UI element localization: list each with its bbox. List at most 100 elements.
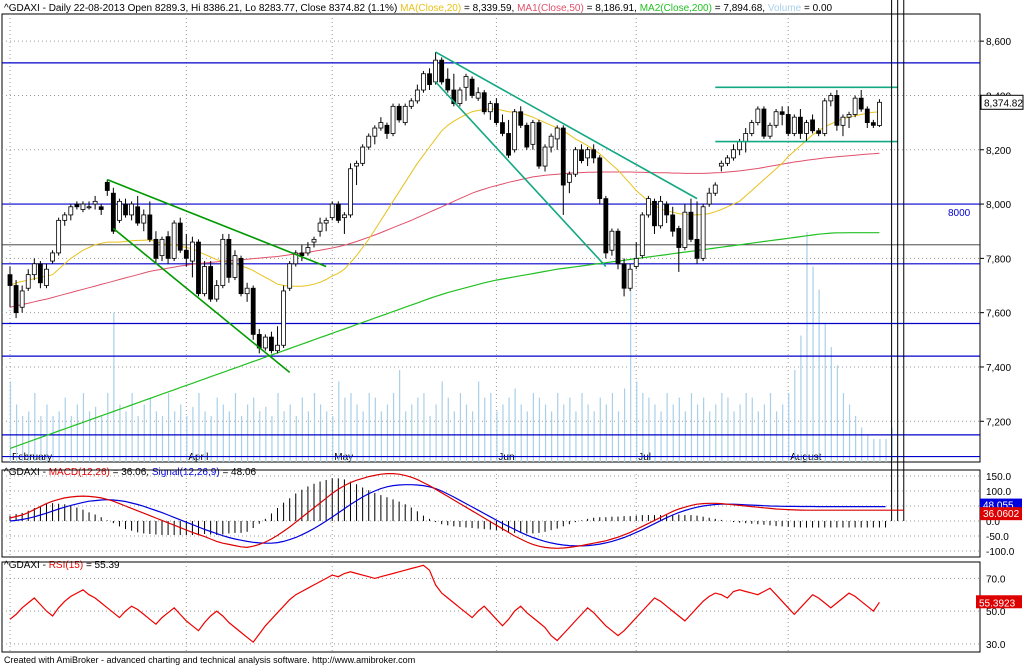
candle-body	[390, 105, 396, 134]
candle-body	[548, 135, 554, 148]
candle-body	[481, 92, 487, 113]
candle-body	[31, 263, 37, 276]
rsi-value: = 55.39	[86, 560, 120, 571]
macd-tick-label: -50.0	[986, 532, 1009, 543]
candle-body	[378, 122, 384, 129]
candle-body	[877, 101, 882, 126]
candle-body	[512, 111, 518, 151]
candle-body	[7, 274, 13, 286]
ohlc-info: - Daily 22-08-2013 Open 8289.3, Hi 8386.…	[43, 3, 400, 14]
candle-body	[493, 103, 499, 124]
volume-label: Volume	[768, 3, 802, 14]
candle-body	[110, 192, 116, 232]
month-label: Jul	[638, 452, 651, 463]
candle-body	[348, 168, 353, 216]
price-tick-label: 7,600	[986, 309, 1011, 320]
candle-body	[104, 181, 110, 191]
candle-body	[828, 95, 834, 102]
candle-body	[92, 200, 98, 205]
candle-body	[372, 127, 378, 137]
candle-body	[220, 238, 226, 286]
signal-value-label: 48.055	[983, 501, 1014, 512]
candle-body	[244, 287, 250, 295]
candle-body	[153, 238, 159, 259]
candle-body	[560, 127, 566, 186]
macd-tick-label: 100.0	[986, 487, 1011, 498]
candle-body	[603, 198, 609, 254]
macd-prefix: ^GDAXI -	[4, 467, 49, 478]
candle-body	[542, 146, 548, 167]
rsi-line	[9, 564, 880, 644]
candle-body	[536, 122, 542, 167]
candle-body	[299, 252, 305, 257]
candle-body	[183, 249, 189, 259]
candle-body	[68, 206, 74, 216]
price-tick-label: 7,200	[986, 417, 1011, 428]
candle-body	[646, 198, 651, 216]
candle-body	[731, 149, 736, 159]
candle-body	[238, 257, 244, 295]
candle-body	[737, 141, 742, 151]
candle-body	[700, 206, 706, 259]
candle-body	[189, 241, 195, 262]
candle-body	[798, 116, 803, 134]
signal-value: = 48.06	[222, 467, 256, 478]
candle-body	[852, 97, 858, 115]
candle-body	[621, 263, 627, 289]
volume-value: = 0.00	[804, 3, 833, 14]
candle-body	[870, 122, 876, 126]
candle-body	[402, 105, 408, 124]
price-tick-label: 7,400	[986, 363, 1011, 374]
candle-body	[633, 257, 639, 267]
macd-line	[9, 473, 904, 549]
candle-body	[74, 203, 80, 208]
candle-body	[457, 89, 463, 104]
candle-body	[19, 290, 25, 308]
macd-tick-label: -100.0	[986, 547, 1015, 558]
candle-body	[664, 203, 670, 216]
macd-label: MACD(12,26)	[49, 467, 110, 478]
downtrend-channel-lower	[112, 227, 291, 374]
rsi-header: ^GDAXI - RSI(15) = 55.39	[4, 560, 120, 571]
macd-value-label: 36.0602	[983, 509, 1020, 520]
candle-body	[615, 230, 621, 265]
candle-body	[524, 124, 530, 148]
candle-body	[791, 116, 797, 134]
candle-body	[384, 124, 390, 134]
candle-body	[688, 211, 694, 240]
candle-body	[627, 268, 633, 289]
candle-body	[445, 78, 451, 91]
rsi-tick-label: 30.0	[986, 640, 1006, 651]
candle-body	[421, 73, 426, 91]
candle-body	[147, 214, 153, 240]
candle-body	[98, 206, 104, 210]
candle-body	[718, 162, 724, 167]
candle-body	[62, 214, 68, 221]
candle-body	[712, 184, 718, 194]
candle-body	[658, 200, 663, 227]
channel-upper-teal	[435, 51, 698, 200]
macd-header: ^GDAXI - MACD(12,26) = 36.06, Signal(12,…	[4, 467, 257, 478]
candle-body	[773, 111, 779, 126]
candle-body	[171, 222, 177, 259]
candle-body	[141, 214, 147, 224]
candle-body	[767, 124, 773, 137]
candle-body	[38, 263, 43, 284]
candle-body	[506, 133, 511, 156]
ma50-value: = 8,186.91,	[587, 3, 640, 14]
candle-body	[822, 100, 828, 134]
candle-body	[706, 192, 712, 205]
candle-body	[816, 130, 822, 134]
candle-body	[86, 206, 92, 209]
candle-body	[275, 344, 280, 352]
candle-body	[749, 122, 755, 134]
candle-body	[360, 146, 366, 164]
ma200-label: MA2(Close,200)	[640, 3, 712, 14]
candle-body	[408, 100, 414, 107]
candle-body	[232, 255, 238, 278]
candle-body	[670, 214, 676, 232]
rsi-value-label: 55.3923	[979, 598, 1016, 609]
candle-body	[846, 114, 852, 118]
candle-body	[129, 203, 135, 216]
